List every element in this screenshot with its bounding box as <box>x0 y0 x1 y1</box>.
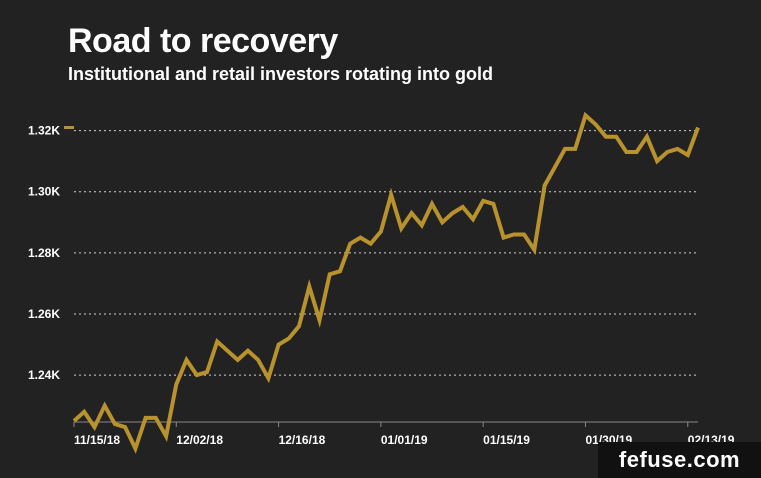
y-tick-label: 1.28K <box>28 246 60 260</box>
x-tick-label: 01/01/19 <box>381 433 428 447</box>
chart-title: Road to recovery <box>68 22 338 60</box>
y-tick-label: 1.32K <box>28 124 60 138</box>
x-tick-label: 12/02/18 <box>176 433 223 447</box>
watermark: fefuse.com <box>598 442 761 478</box>
x-tick-label: 01/15/19 <box>483 433 530 447</box>
x-tick-label: 12/16/18 <box>279 433 326 447</box>
y-tick-label: 1.24K <box>28 368 60 382</box>
price-series-line <box>72 111 700 454</box>
y-tick-label: 1.30K <box>28 185 60 199</box>
chart-subtitle: Institutional and retail investors rotat… <box>68 64 494 84</box>
x-tick-label: 11/15/18 <box>74 433 120 447</box>
y-tick-label: 1.26K <box>28 307 60 321</box>
